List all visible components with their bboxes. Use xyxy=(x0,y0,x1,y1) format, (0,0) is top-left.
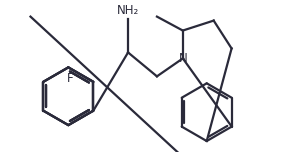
Text: NH₂: NH₂ xyxy=(117,4,139,17)
Text: F: F xyxy=(67,72,74,85)
Text: N: N xyxy=(178,52,187,65)
